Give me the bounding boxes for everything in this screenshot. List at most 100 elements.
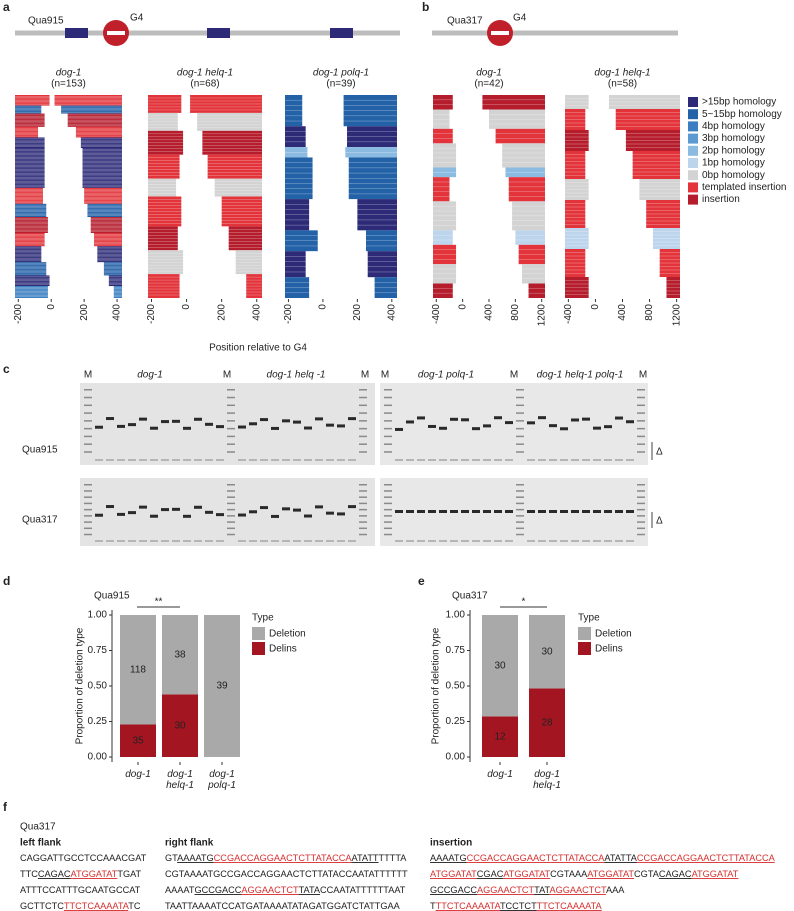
ladder-band — [227, 502, 235, 505]
ladder-band — [359, 527, 367, 530]
ladder-band — [384, 435, 392, 438]
gel-band — [439, 426, 447, 430]
ladder-band — [637, 490, 645, 492]
count-label: 30 — [494, 660, 506, 671]
sequence-segment: TTC — [20, 869, 38, 879]
primer-band — [293, 540, 301, 542]
gel-band — [395, 427, 403, 431]
ladder-band — [227, 435, 235, 438]
exon — [207, 28, 230, 38]
gel-band — [304, 426, 312, 430]
primer-band — [249, 540, 257, 542]
gel-lane-label: M — [223, 370, 231, 381]
ladder-band — [84, 496, 92, 498]
sequence-segment: CAGGATTGCCTCCAAACGAT — [20, 853, 147, 863]
left-flank-bar — [285, 251, 306, 278]
primer-band — [549, 540, 557, 542]
gel-band — [161, 508, 169, 512]
primer-band — [348, 540, 356, 542]
ladder-band — [516, 443, 524, 445]
sequence-segment: ATGGATAT — [71, 869, 118, 879]
primer-band — [150, 459, 158, 461]
primer-band — [315, 540, 323, 542]
gel-lane-label: M — [639, 370, 647, 381]
gel-band — [439, 510, 447, 513]
primer-band — [205, 540, 213, 542]
panel-label: e — [418, 574, 425, 588]
gel-band — [315, 505, 323, 509]
ladder-band — [84, 435, 92, 438]
ladder-band — [384, 533, 392, 536]
primer-band — [406, 540, 414, 542]
ladder-band — [516, 515, 524, 517]
ladder-band — [384, 496, 392, 498]
primer-band — [337, 459, 345, 461]
gel-band — [494, 510, 502, 513]
gel-band — [417, 416, 425, 420]
gel-lane-label: M — [381, 370, 389, 381]
ladder-band — [516, 389, 524, 391]
y-axis-label: Proportion of deletion type — [431, 627, 442, 744]
ladder-band — [516, 427, 524, 430]
gel-band — [549, 510, 557, 513]
x-tick-label: 0 — [590, 304, 601, 310]
gel-band — [582, 417, 590, 421]
gel-band — [494, 416, 502, 420]
gel-band — [417, 510, 425, 513]
sequence-heading: left flank — [20, 838, 62, 849]
ladder-band — [637, 496, 645, 498]
gel-band — [194, 505, 202, 509]
gel-band — [626, 510, 634, 513]
ladder-band — [227, 420, 235, 422]
sequence-segment: TTCTCAAAATA — [64, 901, 130, 911]
gel-lane-label: M — [84, 370, 92, 381]
ladder-band — [384, 412, 392, 414]
primer-band — [183, 459, 191, 461]
gel-band — [271, 426, 279, 430]
ladder-band — [384, 484, 392, 486]
x-tick-label: -200 — [13, 304, 24, 324]
primer-band — [95, 540, 103, 542]
x-tick-label: 400 — [386, 304, 397, 321]
bar-segment — [204, 615, 240, 757]
primer-band — [315, 459, 323, 461]
gel-band — [194, 417, 202, 421]
ladder-band — [384, 451, 392, 453]
primer-band — [428, 540, 436, 542]
chart-subtitle: (n=39) — [326, 79, 355, 90]
ladder-band — [84, 404, 92, 407]
significance-label: * — [522, 597, 526, 608]
x-tick-label: dog-1 helq-1 — [166, 769, 194, 791]
x-tick-label: 400 — [484, 304, 495, 321]
x-tick-label: 200 — [352, 304, 363, 321]
ladder-band — [516, 502, 524, 505]
sequence-segment: T — [430, 901, 436, 911]
legend-title: Type — [578, 613, 600, 624]
primer-band — [260, 459, 268, 461]
primer-band — [326, 459, 334, 461]
primer-band — [282, 540, 290, 542]
ladder-band — [384, 515, 392, 517]
gel-band — [450, 417, 458, 421]
right-flank-bar — [482, 95, 545, 110]
legend-swatch — [688, 182, 698, 193]
primer-band — [128, 540, 136, 542]
gel-band — [106, 505, 114, 509]
ladder-band — [637, 508, 645, 511]
x-tick-label: 200 — [79, 304, 90, 321]
primer-band — [450, 459, 458, 461]
gel-band — [238, 513, 246, 517]
gel-band — [304, 514, 312, 518]
sequence-segment: ATGGATAT — [692, 869, 739, 879]
legend-label: 3bp homology — [702, 133, 765, 144]
gel-band — [406, 420, 414, 424]
significance-label: ** — [155, 597, 163, 608]
chart-title: dog-1 — [56, 68, 82, 79]
gel-band — [604, 510, 612, 513]
primer-band — [626, 540, 634, 542]
x-tick-label: 0 — [46, 304, 57, 310]
sequence-segment: AGGAACTCT — [477, 885, 535, 895]
x-tick-label: 0 — [318, 304, 329, 310]
gel-band — [249, 422, 257, 426]
primer-band — [549, 459, 557, 461]
